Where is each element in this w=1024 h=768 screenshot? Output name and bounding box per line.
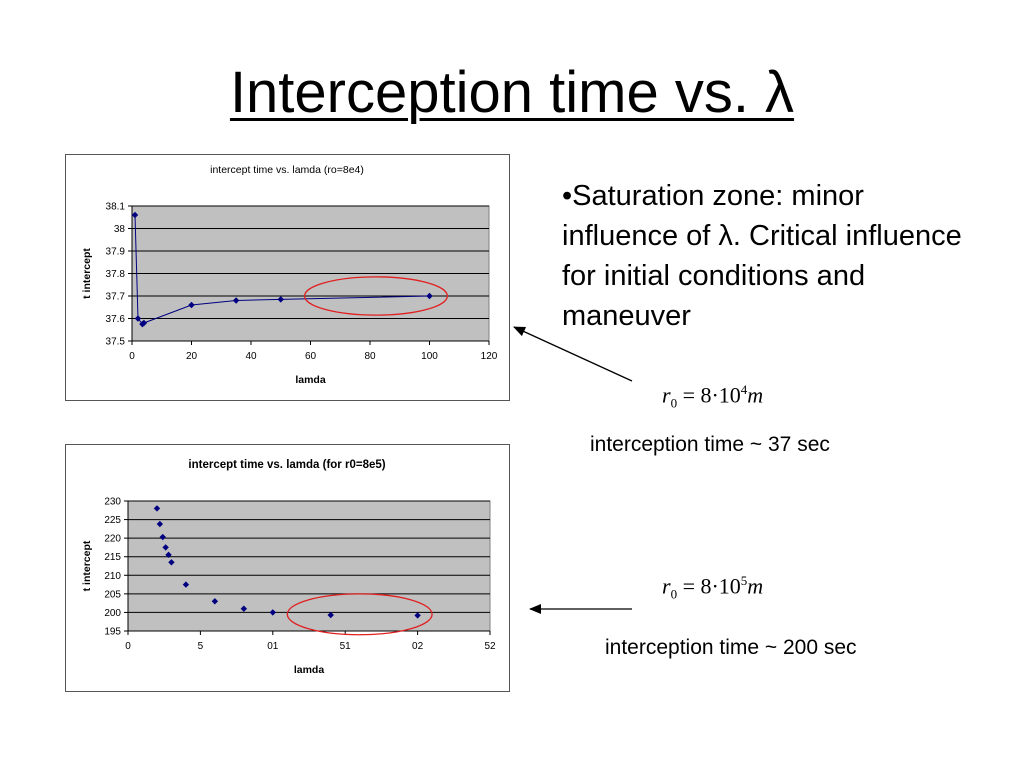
chart-1-x-tick-label: 40 [245,351,257,362]
chart-2-y-tick-label: 230 [104,497,121,508]
chart-1-data-point [134,315,142,322]
slide-title: Interception time vs. λ [229,60,795,125]
chart-2-data-point [327,611,334,619]
interception-time-note-2: interception time ~ 200 sec [605,636,857,659]
chart-2-y-axis-label: t intercept [81,540,93,591]
chart-1-x-tick-label: 80 [364,351,376,362]
chart-1-y-axis-label: t intercept [81,248,93,299]
chart-2-data-point [159,533,166,541]
chart-2-x-tick-label: 51 [340,641,352,652]
chart-2-x-tick-label: 0 [125,641,131,652]
chart-1-y-tick-label: 38.1 [106,202,126,213]
chart-2-x-tick-label: 01 [267,641,279,652]
chart-2-x-axis-label: lamda [294,664,325,676]
chart-2-y-tick-label: 220 [104,534,121,545]
chart-2-y-tick-label: 200 [104,608,121,619]
equation-unit: m [747,382,764,408]
chart-1-x-tick-label: 100 [421,351,438,362]
chart-1-x-tick-label: 0 [129,351,135,362]
chart-2-canvas: intercept time vs. lamda (for r0=8e5) 195… [81,459,496,676]
chart-1-y-tick-label: 37.7 [106,292,126,303]
arrow-to-chart-1 [513,326,633,382]
chart-1-title: intercept time vs. lamda (ro=8e4) [210,164,364,176]
chart-1-y-tick-label: 37.9 [106,247,126,258]
chart-2-data-point [153,505,161,512]
equation-body: = 8·10 [682,382,741,408]
chart-2-intercept-time-r0-8e5: intercept time vs. lamda (for r0=8e5) 195… [65,444,510,692]
chart-1-data-point [232,297,240,304]
chart-1-y-tick-label: 37.8 [106,269,126,280]
chart-1-data-point [188,301,195,309]
chart-1-y-tick-label: 37.5 [106,337,126,348]
chart-2-y-tick-label: 205 [104,589,121,600]
chart-2-y-tick-label: 215 [104,552,121,563]
chart-2-y-tick-label: 210 [104,571,121,582]
chart-1-x-axis-label: lamda [295,374,326,386]
equation-r0-8e5: r0 = 8·105m [662,573,763,603]
chart-2-y-tick-label: 195 [104,627,121,638]
equation-unit: m [747,573,764,599]
chart-1-y-tick-label: 37.6 [106,314,126,325]
equation-variable: r [662,382,671,408]
chart-1-x-tick-label: 60 [305,351,317,362]
equation-variable: r [662,573,671,599]
chart-1-x-tick-label: 120 [481,351,498,362]
chart-1-highlight-ellipse [303,276,449,316]
chart-1-data-point [140,319,148,327]
chart-2-highlight-ellipse [286,593,433,636]
equation-body: = 8·10 [682,573,741,599]
chart-2-x-tick-label: 52 [484,641,496,652]
chart-1-data-point [277,296,284,303]
chart-2-y-tick-label: 225 [104,515,121,526]
bullet-text: •Saturation zone: minor influence of λ. … [562,180,962,332]
equation-subscript: 0 [670,395,678,411]
chart-1-data-point [426,292,433,300]
chart-1-canvas: intercept time vs. lamda (ro=8e4) 37.5 37.… [81,164,498,386]
chart-1-y-tick-label: 38 [114,224,126,235]
chart-1-x-tick-label: 20 [186,351,198,362]
equation-subscript: 0 [670,586,678,602]
equation-r0-8e4: r0 = 8·104m [662,382,763,412]
chart-1-intercept-time-ro-8e4: intercept time vs. lamda (ro=8e4) 37.5 37.… [65,154,510,401]
chart-2-data-point [156,520,164,528]
interception-time-note-1: interception time ~ 37 sec [590,433,830,456]
equation-exponent: 5 [740,573,748,588]
chart-2-title: intercept time vs. lamda (for r0=8e5) [188,459,385,471]
equation-exponent: 4 [740,382,748,397]
chart-2-data-point [182,581,190,588]
chart-2-x-tick-label: 02 [412,641,424,652]
chart-2-x-tick-label: 5 [198,641,204,652]
